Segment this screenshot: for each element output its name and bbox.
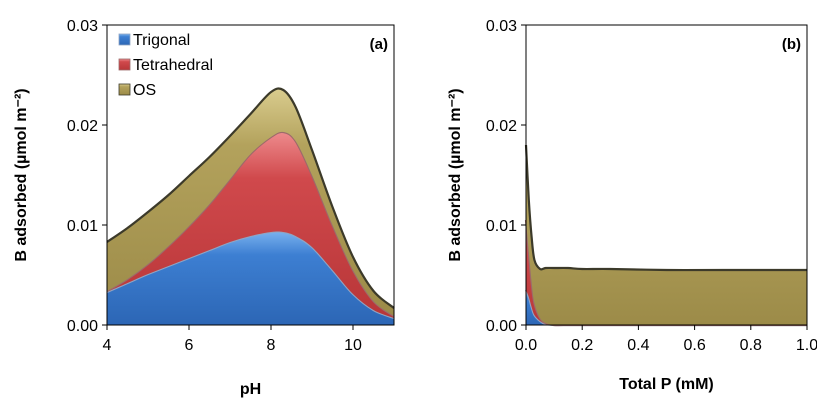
legend-swatch-trigonal (118, 33, 131, 46)
legend-label-trigonal: Trigonal (133, 32, 190, 49)
panel-b: 0.00 0.01 0.02 0.03 0.0 0.2 0.4 0.6 0.8 1.0 Tota… (447, 18, 817, 393)
x-tick-label: 10 (344, 337, 362, 354)
legend-label-tetrahedral: Tetrahedral (133, 57, 213, 74)
y-tick-label: 0.01 (486, 218, 517, 235)
plot-frame-a (106, 24, 395, 326)
x-tick-label: 4 (103, 337, 112, 354)
edge-os-a (106, 87, 395, 309)
areas-a (106, 87, 395, 325)
x-ticks-a: 4 6 8 10 (103, 325, 362, 354)
y-axis-title-b: B adsorbed (µmol m⁻²) (447, 88, 464, 261)
edge-os-b (524, 144, 807, 272)
plot-frame-b (525, 24, 808, 326)
x-axis-title-b: Total P (mM) (619, 376, 714, 393)
legend-swatch-os (118, 83, 131, 96)
y-tick-label: 0.03 (67, 18, 98, 35)
y-tick-label: 0.00 (486, 318, 517, 335)
x-tick-label: 0.8 (740, 337, 762, 354)
panel-label-a: (a) (370, 36, 388, 53)
x-tick-label: 0.4 (627, 337, 649, 354)
x-tick-label: 0.2 (571, 337, 593, 354)
y-tick-label: 0.03 (486, 18, 517, 35)
y-axis-title-a: B adsorbed (µmol m⁻²) (13, 88, 30, 261)
area-tetrahedral-a (107, 131, 394, 318)
y-ticks-a: 0.00 0.01 0.02 0.03 (67, 18, 107, 335)
y-tick-label: 0.02 (486, 118, 517, 135)
x-tick-label: 0.0 (515, 337, 537, 354)
y-ticks-b: 0.00 0.01 0.02 0.03 (486, 18, 526, 335)
legend-swatch-tetrahedral (118, 58, 131, 71)
x-tick-label: 1.0 (796, 337, 817, 354)
area-os-a (107, 88, 394, 316)
area-trigonal-a (107, 231, 394, 325)
panel-a: 0.00 0.01 0.02 0.03 4 6 8 10 pH B adsorbed (µm… (13, 18, 395, 398)
areas-b (524, 144, 807, 327)
x-ticks-b: 0.0 0.2 0.4 0.6 0.8 1.0 (515, 325, 817, 354)
y-tick-label: 0.00 (67, 318, 98, 335)
y-tick-label: 0.02 (67, 118, 98, 135)
x-axis-title-a: pH (240, 381, 261, 398)
legend-label-os: OS (133, 82, 156, 99)
y-tick-label: 0.01 (67, 218, 98, 235)
x-tick-label: 6 (185, 337, 194, 354)
area-os-b (526, 145, 807, 326)
x-tick-label: 8 (267, 337, 276, 354)
panel-label-b: (b) (782, 36, 801, 53)
x-tick-label: 0.6 (683, 337, 705, 354)
legend: Trigonal Tetrahedral OS (118, 32, 213, 99)
